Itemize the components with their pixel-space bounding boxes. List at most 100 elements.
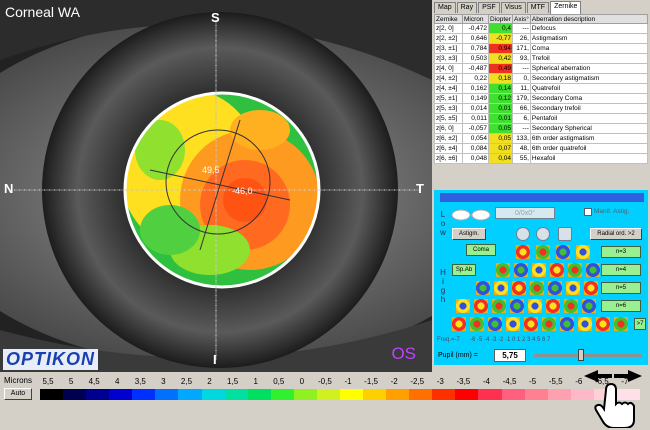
- description-cell: Trefoil: [529, 53, 649, 64]
- zernike-mode-tile[interactable]: [488, 317, 502, 331]
- pupil-slider-track[interactable]: [534, 354, 642, 357]
- scale-tick-label: -4,5: [502, 377, 517, 386]
- zernike-mode-tile[interactable]: [560, 317, 574, 331]
- scale-color-swatch: [40, 389, 64, 400]
- order-n7-button[interactable]: >7: [634, 318, 646, 330]
- diopter-cell: 0,01: [488, 113, 513, 124]
- order-n5-button[interactable]: n=5: [601, 282, 641, 294]
- table-row[interactable]: z[6, ±4] 0,084 0,07 48, 6th order quatrefoil: [434, 143, 649, 154]
- zernike-mode-tile[interactable]: [452, 317, 466, 331]
- header-description[interactable]: Aberration description: [529, 14, 649, 24]
- corneal-wavefront-panel[interactable]: Corneal WA S N T I 49,5 -46,0 OS OPTIKON: [0, 0, 432, 372]
- order-n6-button[interactable]: n=6: [601, 300, 641, 312]
- zernike-mode-tile[interactable]: [582, 299, 596, 313]
- coma-button[interactable]: Coma: [466, 244, 496, 256]
- tab-mtf[interactable]: MTF: [526, 2, 550, 13]
- tab-map[interactable]: Map: [434, 2, 456, 13]
- description-cell: Astigmatism: [529, 33, 649, 44]
- hand-cursor-icon: [584, 370, 642, 428]
- pupil-input[interactable]: 5,75: [494, 349, 526, 362]
- table-row[interactable]: z[5, ±1] 0,149 0,12 179, Secondary Coma: [434, 93, 649, 104]
- table-row[interactable]: z[2, 0] -0,472 0,4 --- Defocus: [434, 23, 649, 34]
- zernike-mode-tile[interactable]: [514, 263, 528, 277]
- zernike-mode-tile[interactable]: [470, 317, 484, 331]
- zernike-mode-tile[interactable]: [576, 245, 590, 259]
- tab-zernike[interactable]: Zernike: [550, 1, 582, 14]
- scale-color-swatch: [524, 389, 549, 400]
- description-cell: Hexafoil: [529, 153, 649, 164]
- pupil-label: Pupil (mm) =: [438, 352, 478, 359]
- tab-psf[interactable]: PSF: [478, 2, 500, 13]
- header-axis[interactable]: Axis°: [512, 14, 531, 24]
- zernike-mode-tile[interactable]: [524, 317, 538, 331]
- zernike-mode-tile[interactable]: [568, 263, 582, 277]
- glasses-icon[interactable]: [450, 208, 492, 222]
- zernike-mode-tile[interactable]: [528, 299, 542, 313]
- zernike-mode-tile[interactable]: [614, 317, 628, 331]
- description-cell: 6th order astigmatism: [529, 133, 649, 144]
- astigmatism-button[interactable]: Astigm.: [452, 228, 486, 240]
- auto-button[interactable]: Auto: [4, 388, 32, 400]
- zernike-mode-tile[interactable]: [476, 281, 490, 295]
- zernike-mode-tile[interactable]: [474, 299, 488, 313]
- zernike-mode-tile[interactable]: [548, 281, 562, 295]
- zernike-mode-tile[interactable]: [532, 263, 546, 277]
- axis-cell: 6,: [512, 113, 531, 124]
- table-row[interactable]: z[4, ±4] 0,162 0,14 11, Quatrefoil: [434, 83, 649, 94]
- zernike-mode-tile[interactable]: [516, 245, 530, 259]
- zernike-mode-tile[interactable]: [596, 317, 610, 331]
- zernike-mode-tile[interactable]: [492, 299, 506, 313]
- zernike-mode-tile[interactable]: [584, 281, 598, 295]
- refraction-field[interactable]: 0/0x0°: [495, 207, 555, 219]
- zernike-mode-tile[interactable]: [506, 317, 520, 331]
- scale-color-swatch: [547, 389, 572, 400]
- header-diopter[interactable]: Diopter: [488, 14, 513, 24]
- zernike-mode-tile[interactable]: [530, 281, 544, 295]
- zernike-mode-tile[interactable]: [564, 299, 578, 313]
- zernike-mode-tile[interactable]: [496, 263, 510, 277]
- zernike-mode-tile[interactable]: [578, 317, 592, 331]
- manifest-astig-checkbox[interactable]: [584, 208, 592, 216]
- zernike-mode-tile[interactable]: [550, 263, 564, 277]
- zernike-mode-tile[interactable]: [546, 299, 560, 313]
- table-row[interactable]: z[6, ±2] 0,054 0,05 133, 6th order astigmati…: [434, 133, 649, 144]
- header-micron[interactable]: Micron: [462, 14, 489, 24]
- description-cell: Defocus: [529, 23, 649, 34]
- order-n4-button[interactable]: n=4: [601, 264, 641, 276]
- table-row[interactable]: z[4, ±2] 0,22 0,18 0, Secondary astigmatism: [434, 73, 649, 84]
- radial-order-button[interactable]: Radial ord. >2: [590, 228, 642, 240]
- table-row[interactable]: z[2, ±2] 0,646 -0,77 26, Astigmatism: [434, 33, 649, 44]
- table-row[interactable]: z[5, ±3] 0,014 0,01 66, Secondary trefoil: [434, 103, 649, 114]
- table-row[interactable]: z[6, 0] -0,057 0,05 --- Secondary Spherical: [434, 123, 649, 134]
- header-zernike[interactable]: Zernike: [434, 14, 463, 24]
- mode-target-icon[interactable]: [536, 227, 550, 241]
- zernike-mode-tile[interactable]: [536, 245, 550, 259]
- table-row[interactable]: z[6, ±6] 0,048 0,04 55, Hexafoil: [434, 153, 649, 164]
- table-row[interactable]: z[3, ±1] 0,784 0,94 171, Coma: [434, 43, 649, 54]
- table-row[interactable]: z[5, ±5] 0,011 0,01 6, Pentafoil: [434, 113, 649, 124]
- pupil-slider-thumb[interactable]: [578, 349, 584, 361]
- zernike-mode-tile[interactable]: [586, 263, 600, 277]
- zernike-mode-tile[interactable]: [510, 299, 524, 313]
- spherical-aberration-button[interactable]: Sp.Ab: [452, 264, 476, 276]
- table-row[interactable]: z[3, ±3] 0,503 0,42 93, Trefoil: [434, 53, 649, 64]
- tab-ray[interactable]: Ray: [456, 2, 478, 13]
- zernike-term-cell: z[4, ±4]: [434, 83, 463, 94]
- zernike-term-cell: z[5, ±5]: [434, 113, 463, 124]
- mode-star-icon[interactable]: [558, 227, 572, 241]
- tab-visus[interactable]: Visus: [500, 2, 526, 13]
- table-row[interactable]: z[4, 0] -0,487 0,49 --- Spherical aberration: [434, 63, 649, 74]
- zernike-term-cell: z[4, ±2]: [434, 73, 463, 84]
- direction-superior: S: [211, 10, 220, 25]
- axis-cell: 93,: [512, 53, 531, 64]
- zernike-mode-tile[interactable]: [494, 281, 508, 295]
- zernike-mode-tile[interactable]: [566, 281, 580, 295]
- mode-circle-icon[interactable]: [516, 227, 530, 241]
- zernike-mode-tile[interactable]: [556, 245, 570, 259]
- zernike-mode-tile[interactable]: [512, 281, 526, 295]
- micron-cell: 0,011: [462, 113, 489, 124]
- zernike-mode-tile[interactable]: [542, 317, 556, 331]
- axis-cell: ---: [512, 23, 531, 34]
- order-n3-button[interactable]: n=3: [601, 246, 641, 258]
- zernike-mode-tile[interactable]: [456, 299, 470, 313]
